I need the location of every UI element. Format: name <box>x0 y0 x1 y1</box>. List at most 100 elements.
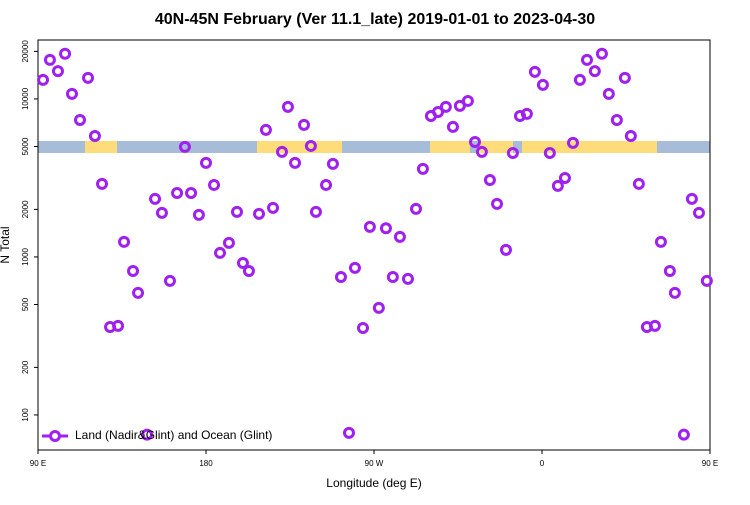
y-tick-label: 100 <box>21 408 30 422</box>
data-point <box>602 87 615 100</box>
data-point <box>222 236 235 249</box>
data-point <box>543 146 556 159</box>
data-point <box>43 53 56 66</box>
data-point <box>88 129 101 142</box>
data-point <box>51 65 64 78</box>
data-point <box>348 261 361 274</box>
data-point <box>267 201 280 214</box>
y-tick-label: 1000 <box>21 247 30 265</box>
data-point <box>118 235 131 248</box>
data-point <box>309 205 322 218</box>
data-point <box>65 87 78 100</box>
y-tick-label: 2000 <box>21 200 30 218</box>
data-point <box>242 264 255 277</box>
data-point <box>37 73 50 86</box>
x-tick-label: 180 <box>199 459 213 468</box>
land <box>430 141 470 153</box>
data-point <box>155 206 168 219</box>
data-point <box>588 65 601 78</box>
data-point <box>648 319 661 332</box>
data-point <box>685 192 698 205</box>
data-point <box>668 286 681 299</box>
data-point <box>439 100 452 113</box>
legend-label: Land (Nadir&Glint) and Ocean (Glint) <box>75 428 272 442</box>
data-point <box>416 162 429 175</box>
data-point <box>468 135 481 148</box>
data-point <box>230 205 243 218</box>
y-tick-label: 200 <box>21 360 30 374</box>
y-tick-label: 500 <box>21 297 30 311</box>
data-point <box>446 120 459 133</box>
legend-marker <box>49 430 61 442</box>
data-point <box>432 105 445 118</box>
data-point <box>178 140 191 153</box>
data-point <box>127 264 140 277</box>
x-axis-label: Longitude (deg E) <box>326 476 421 490</box>
land <box>257 141 342 153</box>
data-point <box>320 178 333 191</box>
data-point <box>253 207 266 220</box>
data-point <box>528 65 541 78</box>
data-point <box>551 179 564 192</box>
data-point <box>632 177 645 190</box>
data-point <box>326 157 339 170</box>
data-point <box>200 156 212 169</box>
data-point <box>304 139 317 152</box>
y-tick-label: 10000 <box>21 87 30 110</box>
x-tick-label: 90 W <box>365 459 384 468</box>
data-point <box>491 197 504 210</box>
data-point <box>618 71 631 84</box>
data-point <box>461 94 474 107</box>
data-point <box>96 177 109 190</box>
land <box>522 141 657 153</box>
data-point <box>141 428 154 441</box>
y-tick-label: 5000 <box>21 137 30 155</box>
data-point <box>663 264 676 277</box>
data-point <box>453 99 466 112</box>
data-point <box>363 220 376 233</box>
data-point <box>236 256 249 269</box>
data-point <box>379 222 392 235</box>
data-point <box>506 146 519 159</box>
data-point <box>171 186 184 199</box>
y-tick-label: 20000 <box>21 40 30 63</box>
data-point <box>372 301 385 314</box>
data-point <box>149 192 162 205</box>
chart-title: 40N-45N February (Ver 11.1_late) 2019-01… <box>155 11 595 28</box>
data-point <box>289 156 302 169</box>
data-point <box>214 246 226 259</box>
data-point <box>112 319 125 332</box>
data-point <box>192 208 205 221</box>
data-point <box>132 286 145 299</box>
data-point <box>700 274 713 287</box>
data-point <box>595 47 608 60</box>
data-point <box>654 235 667 248</box>
data-point <box>677 428 690 441</box>
data-point <box>259 123 272 136</box>
data-point <box>410 202 422 215</box>
x-tick-label: 90 E <box>702 459 718 468</box>
data-point <box>59 47 72 60</box>
data-point <box>692 206 705 219</box>
data-point <box>558 171 571 184</box>
land-ocean-strip <box>38 141 710 153</box>
data-point <box>356 322 369 335</box>
data-point <box>566 136 579 149</box>
land <box>85 141 117 153</box>
legend-entry: Land (Nadir&Glint) and Ocean (Glint) <box>42 428 272 442</box>
data-point <box>342 426 355 439</box>
y-axis-label: N Total <box>0 226 12 263</box>
data-point <box>536 78 549 91</box>
data-point <box>624 129 637 142</box>
data-point <box>82 71 95 84</box>
data-point <box>208 178 221 191</box>
data-point <box>520 107 533 120</box>
data-point <box>74 113 86 126</box>
data-point <box>610 113 623 126</box>
x-tick-label: 0 <box>540 459 545 468</box>
data-point <box>483 173 496 186</box>
data-point <box>185 186 198 199</box>
data-point <box>275 145 288 158</box>
